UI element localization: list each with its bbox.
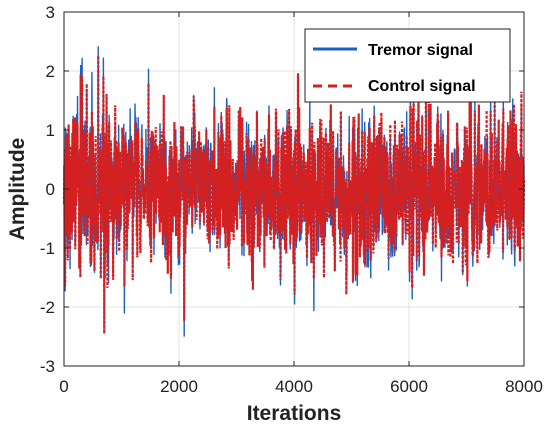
y-tick-label: 2 <box>46 62 55 81</box>
y-tick-label: 0 <box>46 180 55 199</box>
x-tick-label: 4000 <box>275 377 313 396</box>
y-tick-label: -2 <box>40 298 55 317</box>
series-line-control-signal <box>62 55 526 334</box>
tick-labels: 0 2000 4000 6000 8000 -3 -2 -1 0 1 2 3 <box>40 3 543 396</box>
y-tick-label: 3 <box>46 3 55 22</box>
x-tick-label: 6000 <box>390 377 428 396</box>
legend-box <box>304 28 511 103</box>
x-tick-label: 8000 <box>505 377 543 396</box>
x-tick-label: 0 <box>59 377 68 396</box>
y-tick-label: -3 <box>40 357 55 376</box>
legend-label-tremor-signal: Tremor signal <box>368 42 473 59</box>
y-axis-label: Amplitude <box>6 138 29 241</box>
y-tick-label: 1 <box>46 121 55 140</box>
x-tick-label: 2000 <box>160 377 198 396</box>
y-tick-label: -1 <box>40 239 55 258</box>
legend: Tremor signal Control signal <box>304 28 511 103</box>
series-layer <box>62 44 526 337</box>
x-axis-label: Iterations <box>247 402 342 425</box>
ticks <box>63 11 525 367</box>
legend-label-control-signal: Control signal <box>368 78 476 95</box>
